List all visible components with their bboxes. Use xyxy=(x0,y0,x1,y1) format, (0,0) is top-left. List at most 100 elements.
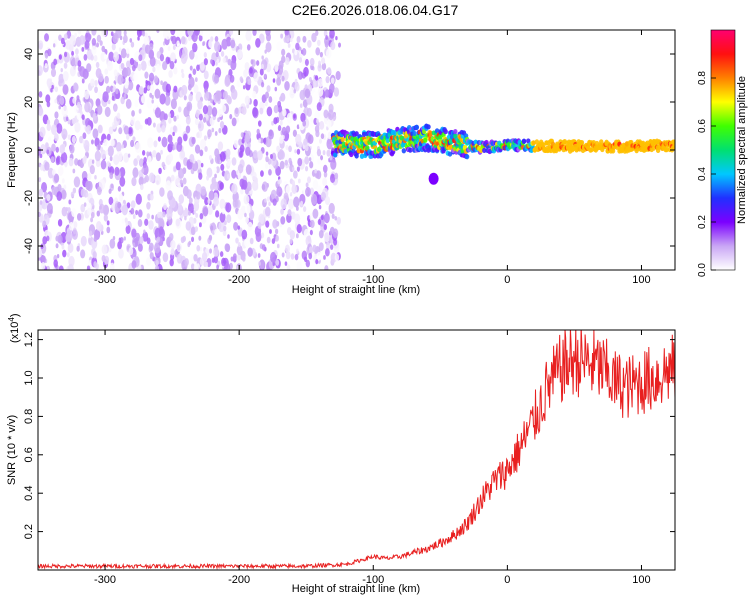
noise-cell xyxy=(290,253,295,260)
noise-cell xyxy=(269,229,272,234)
noise-cell xyxy=(237,225,240,230)
noise-cell xyxy=(286,112,293,124)
noise-cell xyxy=(38,106,44,116)
noise-cell xyxy=(234,107,239,115)
noise-cell xyxy=(320,155,324,161)
noise-cell xyxy=(222,90,228,100)
noise-cell xyxy=(272,198,277,206)
noise-cell xyxy=(285,185,292,195)
noise-cell xyxy=(217,117,220,123)
noise-cell xyxy=(39,126,46,138)
noise-cell xyxy=(172,44,176,50)
noise-cell xyxy=(327,67,332,75)
noise-cell xyxy=(180,150,185,159)
noise-cell xyxy=(111,43,116,51)
noise-cell xyxy=(107,145,114,157)
snr-x-ticks: -300 -200 -100 0 100 xyxy=(94,330,651,586)
noise-cell xyxy=(129,57,135,66)
signal-cell xyxy=(664,147,669,153)
noise-cell xyxy=(104,106,111,118)
noise-cell xyxy=(271,152,277,161)
noise-cell xyxy=(294,213,301,224)
noise-cell xyxy=(268,129,274,140)
noise-cell xyxy=(272,219,278,229)
noise-cell xyxy=(176,141,183,152)
noise-cell xyxy=(142,164,149,176)
noise-cell xyxy=(173,85,178,93)
noise-cell xyxy=(226,158,231,167)
noise-cell xyxy=(316,118,319,124)
noise-cell xyxy=(126,60,131,69)
noise-cell xyxy=(94,150,101,162)
noise-cell xyxy=(175,161,181,171)
noise-cell xyxy=(191,236,195,242)
noise-cell xyxy=(106,60,113,71)
noise-cell xyxy=(130,41,135,48)
noise-cell xyxy=(317,64,322,72)
noise-cell xyxy=(260,63,264,70)
noise-cell xyxy=(325,248,330,257)
noise-cell xyxy=(72,168,76,174)
noise-cell xyxy=(134,120,141,131)
noise-cell xyxy=(135,209,139,216)
noise-cell xyxy=(84,40,90,49)
noise-cell xyxy=(53,259,58,268)
noise-cell xyxy=(247,247,253,257)
colorbar-tick-label: 0.4 xyxy=(697,167,708,181)
noise-cell xyxy=(152,149,157,158)
noise-cell xyxy=(60,151,68,163)
noise-cell xyxy=(225,202,232,213)
noise-cell xyxy=(71,58,76,66)
noise-cell xyxy=(199,30,204,37)
noise-cell xyxy=(101,45,106,53)
noise-cell xyxy=(78,135,84,144)
noise-cell xyxy=(279,150,285,160)
noise-cell xyxy=(235,117,239,123)
noise-cell xyxy=(277,104,283,113)
noise-cell xyxy=(335,36,338,41)
noise-cell xyxy=(172,131,175,137)
noise-cell xyxy=(266,106,273,117)
noise-cell xyxy=(187,30,194,37)
noise-cell xyxy=(108,247,112,253)
noise-cell xyxy=(264,100,268,107)
noise-cell xyxy=(285,125,291,134)
noise-cell xyxy=(244,133,250,143)
noise-cell xyxy=(153,75,159,84)
noise-cell xyxy=(312,208,319,219)
noise-cell xyxy=(176,244,181,251)
noise-cell xyxy=(57,183,62,192)
noise-cell xyxy=(332,228,339,239)
noise-cell xyxy=(230,39,236,49)
noise-cell xyxy=(316,251,322,261)
noise-cell xyxy=(289,86,295,95)
noise-cell xyxy=(121,218,125,224)
noise-cell xyxy=(302,35,307,43)
noise-cell xyxy=(69,34,76,46)
snr-y-tick-label: 0.2 xyxy=(23,524,35,539)
noise-cell xyxy=(185,116,191,125)
noise-cell xyxy=(307,39,312,48)
noise-cell xyxy=(115,142,122,152)
noise-cell xyxy=(131,177,137,187)
noise-cell xyxy=(161,125,166,133)
noise-cell xyxy=(61,244,65,250)
noise-cell xyxy=(77,60,82,67)
spectrogram-marks xyxy=(38,30,675,270)
noise-cell xyxy=(284,56,290,66)
noise-cell xyxy=(304,144,309,152)
noise-cell xyxy=(71,117,76,125)
noise-cell xyxy=(239,144,245,153)
noise-cell xyxy=(230,59,237,71)
noise-cell xyxy=(129,38,133,43)
noise-cell xyxy=(299,103,303,108)
colorbar-label: Normalized spectral amplitude xyxy=(736,76,748,224)
noise-cell xyxy=(139,64,142,70)
noise-cell xyxy=(106,133,111,141)
noise-cell xyxy=(133,158,138,167)
noise-cell xyxy=(63,62,68,69)
noise-cell xyxy=(318,242,324,251)
noise-cell xyxy=(305,259,310,268)
noise-cell xyxy=(229,30,234,36)
noise-cell xyxy=(285,144,289,151)
